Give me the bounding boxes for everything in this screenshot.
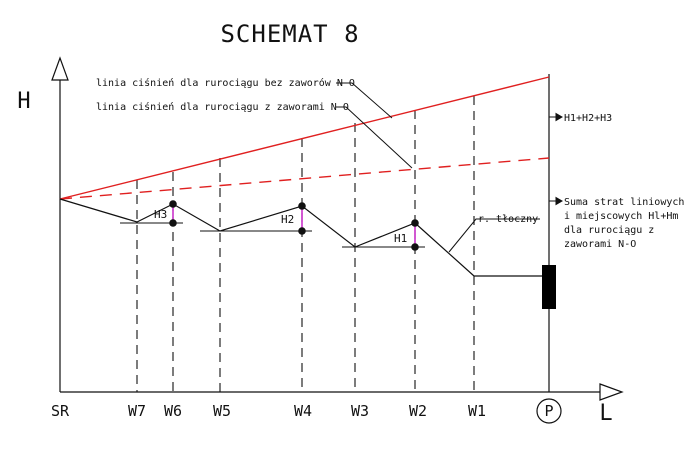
station-label-w5: W5 (213, 402, 231, 420)
station-label-w6: W6 (164, 402, 182, 420)
height-label-h1: H1 (394, 232, 407, 245)
station-label-w7: W7 (128, 402, 146, 420)
valve-point-w6-top (169, 200, 177, 208)
total-head-arrow (555, 112, 563, 122)
y-axis-arrow (51, 56, 69, 81)
leader-line-pressure-pipe (448, 218, 540, 253)
station-label-sr: SR (51, 402, 70, 420)
annotation-losses-line3: dla rurociągu z (564, 225, 654, 236)
valve-point-w4-top (298, 202, 306, 210)
diagram-title: SCHEMAT 8 (220, 20, 359, 48)
pressure-line-without-valves (59, 76, 550, 200)
valve-points (169, 200, 419, 251)
losses-marker (549, 196, 563, 206)
x-axis-arrow (599, 383, 624, 401)
valve-point-w6-bottom (169, 219, 177, 227)
pump-label: P (544, 402, 553, 420)
valve-point-w2-top (411, 219, 419, 227)
station-label-w2: W2 (409, 402, 427, 420)
height-label-h3: H3 (154, 208, 167, 221)
annotation-losses-line4: zaworami N-O (564, 239, 636, 250)
total-head-marker (549, 112, 563, 122)
valve-point-w2-bottom (411, 243, 419, 251)
pump-symbol-circle (536, 398, 562, 424)
annotation-losses-line2: i miejscowych Hl+Hm (564, 211, 678, 222)
level-lines (120, 222, 425, 248)
station-label-w1: W1 (468, 402, 486, 420)
pump-block (542, 265, 556, 309)
annotation-line-without-valves: linia ciśnień dla rurociągu bez zaworów … (96, 77, 355, 89)
station-label-w3: W3 (351, 402, 369, 420)
losses-arrow (555, 196, 563, 206)
pressure-line-with-valves (59, 157, 550, 200)
annotation-losses-line1: Suma strat liniowych (564, 197, 684, 208)
leader-line-with-valves (336, 106, 413, 169)
station-dashed-lines (136, 96, 475, 392)
axes (51, 56, 624, 401)
pipeline-profile (59, 198, 549, 277)
station-label-w4: W4 (294, 402, 312, 420)
x-axis-label: L (599, 401, 612, 426)
annotation-total-head: H1+H2+H3 (564, 113, 612, 124)
y-axis-label: H (17, 89, 30, 114)
leader-line-without-valves (336, 82, 393, 119)
station-labels: SR W7 W6 W5 W4 W3 W2 W1 (51, 402, 486, 420)
height-label-h2: H2 (281, 213, 294, 226)
valve-point-w4-bottom (298, 227, 306, 235)
annotation-line-with-valves: linia ciśnień dla rurociągu z zaworami N… (96, 101, 349, 113)
